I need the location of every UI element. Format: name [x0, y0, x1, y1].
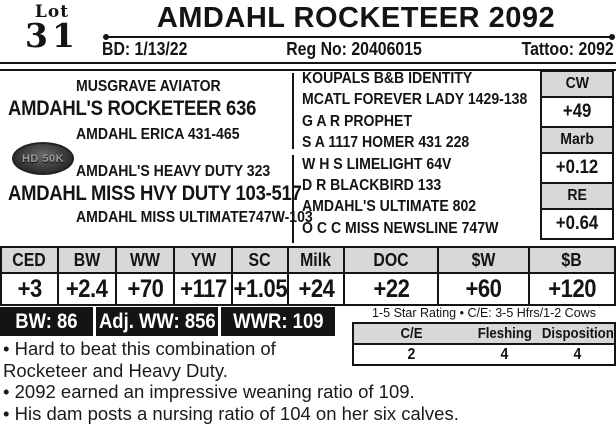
sire-name: AMDAHL'S ROCKETEER 636: [8, 97, 257, 120]
lot-number: 31: [25, 16, 79, 55]
meta-row: BD: 1/13/22 Reg No: 20406015 Tattoo: 209…: [102, 39, 614, 60]
performance-adj-ww: Adj. WW: 856: [96, 307, 218, 336]
star-rating-note: 1-5 Star Rating • C/E: 3-5 Hfrs/1-2 Cows: [372, 306, 596, 320]
trait-header-fleshing: Fleshing: [477, 325, 532, 342]
epd-value-row: +3 +2.4 +70 +117 +1.05 +24 +22 +60 +120: [2, 274, 614, 304]
note-line: • 2092 earned an impressive weaning rati…: [3, 381, 415, 402]
carcass-value-cw: +49: [542, 98, 612, 128]
carcass-header-cw: CW: [542, 72, 612, 98]
great-grandparent-row: MCATL FOREVER LADY 1429-138: [302, 91, 528, 109]
great-grandparent-list: KOUPALS B&B IDENTITY MCATL FOREVER LADY …: [302, 68, 538, 239]
epd-value-ww: +70: [117, 274, 175, 304]
paternal-grandsire-name: MUSGRAVE AVIATOR: [76, 78, 221, 95]
hd-50k-badge-label: HD 50K: [21, 152, 65, 165]
epd-value-dollar-b: +120: [548, 274, 596, 303]
trait-score-table: C/E Fleshing Disposition 2 4 4: [352, 322, 616, 366]
great-grandparent-row: AMDAHL'S ULTIMATE 802: [302, 198, 477, 216]
epd-value-dollar-w: +60: [439, 274, 530, 304]
epd-header-dollar-w: $W: [439, 248, 530, 272]
great-grandparent-row: W H S LIMELIGHT 64V: [302, 155, 452, 173]
trait-value-ce: 2: [407, 345, 416, 363]
epd-header-row: CED BW WW YW SC Milk DOC $W $B: [2, 248, 614, 274]
epd-header-doc: DOC: [345, 248, 439, 272]
carcass-value-marb: +0.12: [542, 154, 612, 184]
maternal-granddam-name: AMDAHL MISS ULTIMATE747W-103: [76, 209, 313, 226]
trait-header-row: C/E Fleshing Disposition: [354, 324, 614, 345]
epd-value-sc: +1.05: [233, 274, 289, 304]
epd-value-doc: +22: [345, 274, 439, 304]
lot-badge: Lot 31: [14, 2, 90, 55]
birth-date: BD: 1/13/22: [102, 39, 188, 59]
double-rule: [0, 62, 616, 71]
epd-header-dollar-b: $B: [561, 249, 583, 270]
performance-wwr: WWR: 109: [221, 307, 335, 336]
pedigree-divider-top: [292, 73, 294, 149]
lot-label: Lot: [34, 2, 70, 22]
great-grandparent-row: KOUPALS B&B IDENTITY: [302, 70, 473, 87]
epd-value-ced: +3: [2, 274, 59, 304]
maternal-grandsire-name: AMDAHL'S HEAVY DUTY 323: [76, 163, 271, 180]
tattoo: Tattoo: 2092: [521, 39, 614, 59]
epd-value-yw: +117: [175, 274, 233, 304]
epd-header-sc: SC: [233, 248, 289, 272]
epd-header-ww: WW: [117, 248, 175, 272]
trait-value-disposition: 4: [573, 345, 582, 363]
great-grandparent-row: O C C MISS NEWSLINE 747W: [302, 219, 499, 237]
carcass-header-marb: Marb: [542, 128, 612, 154]
carcass-epd-column: CW +49 Marb +0.12 RE +0.64: [540, 70, 614, 240]
note-line: • His dam posts a nursing ratio of 104 o…: [3, 402, 459, 424]
epd-header-milk: Milk: [289, 248, 345, 272]
epd-header-yw: YW: [175, 248, 233, 272]
paternal-granddam-name: AMDAHL ERICA 431-465: [76, 126, 240, 143]
animal-name-title: AMDAHL ROCKETEER 2092: [156, 2, 556, 34]
epd-header-ced: CED: [2, 248, 59, 272]
note-line: • Hard to beat this combination of Rocke…: [3, 338, 276, 381]
carcass-value-re: +0.64: [555, 213, 599, 234]
epd-header-bw: BW: [59, 248, 117, 272]
great-grandparent-row: G A R PROPHET: [302, 112, 413, 130]
great-grandparent-row: D R BLACKBIRD 133: [302, 176, 442, 194]
trait-header-ce: C/E: [400, 325, 423, 342]
dam-name: AMDAHL MISS HVY DUTY 103-517: [8, 182, 302, 205]
epd-value-milk: +24: [289, 274, 345, 304]
trait-value-fleshing: 4: [500, 345, 509, 363]
title-rule: [103, 34, 615, 40]
trait-header-disposition: Disposition: [541, 325, 614, 342]
registration-number: Reg No: 20406015: [286, 39, 422, 59]
great-grandparent-row: S A 1117 HOMER 431 228: [302, 134, 470, 152]
pedigree-divider-bottom: [292, 155, 294, 243]
hd-50k-badge: HD 50K: [12, 142, 74, 175]
carcass-header-re: RE: [542, 184, 612, 210]
trait-value-row: 2 4 4: [354, 345, 614, 364]
epd-value-bw: +2.4: [59, 274, 117, 304]
performance-bw: BW: 86: [0, 307, 93, 336]
notes-section: • Hard to beat this combination of Rocke…: [3, 338, 615, 424]
epd-table: CED BW WW YW SC Milk DOC $W $B +3 +2.4 +…: [0, 246, 616, 306]
